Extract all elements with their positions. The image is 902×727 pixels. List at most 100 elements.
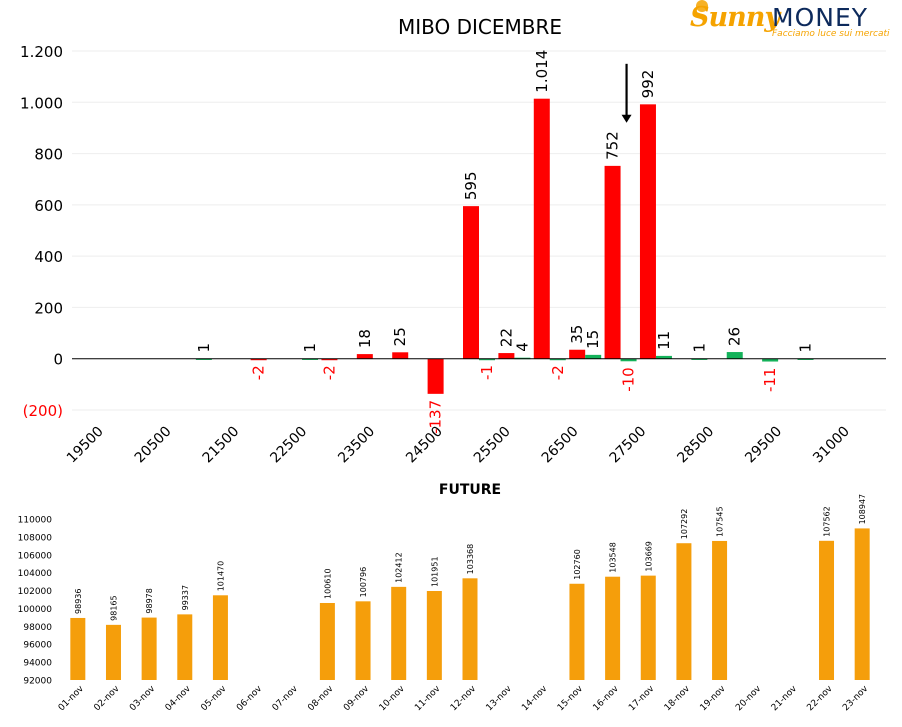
- x-tick-label: 29500: [742, 424, 785, 467]
- bar-value-label: 22: [497, 328, 515, 347]
- bar-future: [462, 578, 478, 680]
- bar-red: [498, 353, 515, 359]
- x-tick-label: 01-nov: [57, 684, 87, 714]
- bar-future: [712, 540, 728, 680]
- bar-red: [604, 165, 621, 359]
- y-tick-label: (200): [23, 402, 63, 420]
- bar-future: [141, 617, 157, 680]
- bar-future: [391, 586, 407, 680]
- bar-value-label: 98165: [109, 595, 118, 620]
- bar-future: [212, 595, 228, 680]
- bar-value-label: 26: [726, 327, 744, 346]
- bar-value-label: 103548: [609, 542, 618, 573]
- bar-value-label: 752: [604, 131, 622, 160]
- y-tick-label: 1.200: [20, 43, 63, 61]
- x-tick-label: 07-nov: [271, 684, 301, 714]
- x-tick-label: 28500: [674, 424, 717, 467]
- bar-value-label: 1: [195, 343, 213, 353]
- bar-value-label: 18: [356, 329, 374, 348]
- x-tick-label: 23500: [335, 424, 378, 467]
- bar-value-label: 1: [690, 343, 708, 353]
- bar-value-label: 101470: [216, 561, 225, 592]
- bar-green: [726, 352, 743, 359]
- x-tick-label: 19-nov: [699, 684, 729, 714]
- x-tick-label: 21500: [200, 424, 243, 467]
- bar-value-label: 107292: [680, 509, 689, 540]
- x-tick-label: 14-nov: [520, 684, 550, 714]
- x-tick-label: 22-nov: [805, 684, 835, 714]
- bar-value-label: 99337: [181, 585, 190, 610]
- bar-value-label: 11: [655, 331, 673, 350]
- mibo-chart: MIBO DICEMBRE 1.200 1.000 800 600 400 200 0 (200…: [20, 15, 886, 466]
- bar-green: [479, 358, 495, 361]
- bar-future: [426, 590, 442, 680]
- bar-value-label: -137: [427, 400, 445, 434]
- bar-future: [569, 583, 585, 680]
- bar-future: [676, 543, 692, 680]
- y-tick-label: 104000: [18, 569, 53, 579]
- bar-value-label: 107562: [823, 506, 832, 537]
- bar-value-label: 4: [513, 342, 531, 352]
- y-tick-label: 0: [53, 351, 63, 369]
- bar-red: [321, 358, 338, 361]
- x-tick-label: 04-nov: [164, 684, 194, 714]
- y-tick-label: 106000: [18, 551, 53, 561]
- y-tick-label: 400: [34, 248, 63, 266]
- x-tick-label: 23-nov: [841, 684, 871, 714]
- bar-future: [854, 528, 870, 680]
- x-tick-label: 09-nov: [342, 684, 372, 714]
- y-tick-label: 200: [34, 299, 63, 317]
- bar-value-label: 108947: [858, 494, 867, 525]
- y-tick-label: 96000: [23, 641, 52, 651]
- bar-future: [70, 617, 86, 680]
- y-tick-label: 1.000: [20, 94, 63, 112]
- bar-green: [585, 354, 602, 359]
- x-tick-label: 15-nov: [556, 684, 586, 714]
- bar-value-label: 25: [391, 327, 409, 346]
- bar-future: [605, 576, 621, 680]
- bar-value-label: 102760: [573, 549, 582, 580]
- bar-value-label: -1: [478, 365, 496, 380]
- bar-value-label: 98936: [74, 589, 83, 614]
- bar-future: [819, 540, 835, 680]
- x-tick-label: 26500: [539, 424, 582, 467]
- bar-red: [427, 358, 444, 394]
- bar-red: [356, 354, 373, 359]
- y-tick-label: 92000: [23, 677, 52, 687]
- bar-value-label: 103669: [644, 541, 653, 572]
- bar-value-label: -2: [320, 365, 338, 380]
- logo-brand-sunny: Sunny: [690, 2, 780, 33]
- x-tick-label: 11-nov: [413, 684, 443, 714]
- bar-value-label: 1: [797, 343, 815, 353]
- bar-value-label: 1.014: [533, 50, 551, 93]
- bar-red: [533, 98, 550, 359]
- bar-value-label: 992: [639, 70, 657, 99]
- arrow-down-icon: [621, 114, 632, 123]
- bar-value-label: 107545: [716, 506, 725, 537]
- x-tick-label: 12-nov: [449, 684, 479, 714]
- bar-future: [640, 575, 656, 680]
- chart-title: FUTURE: [439, 482, 501, 498]
- x-tick-label: 18-nov: [663, 684, 693, 714]
- bar-value-label: 100796: [359, 567, 368, 598]
- x-tick-label: 25500: [471, 424, 514, 467]
- x-tick-label: 17-nov: [627, 684, 657, 714]
- bar-value-label: -2: [549, 365, 567, 380]
- bar-value-label: 15: [584, 330, 602, 349]
- sun-icon: [696, 0, 708, 12]
- y-tick-label: 108000: [18, 533, 53, 543]
- bar-red: [392, 352, 409, 359]
- x-tick-label: 31000: [810, 424, 853, 467]
- x-tick-label: 02-nov: [92, 684, 122, 714]
- y-tick-label: 110000: [18, 516, 53, 526]
- bar-value-label: 102412: [395, 552, 404, 583]
- y-tick-label: 800: [34, 146, 63, 164]
- bar-future: [319, 602, 335, 680]
- x-tick-label: 06-nov: [235, 684, 265, 714]
- x-tick-label: 08-nov: [306, 684, 336, 714]
- sunny-money-logo: Sunny MONEY Facciamo luce sui mercati: [690, 0, 895, 42]
- bar-value-label: 101951: [430, 556, 439, 587]
- y-tick-label: 98000: [23, 623, 52, 633]
- bar-value-label: 35: [568, 325, 586, 344]
